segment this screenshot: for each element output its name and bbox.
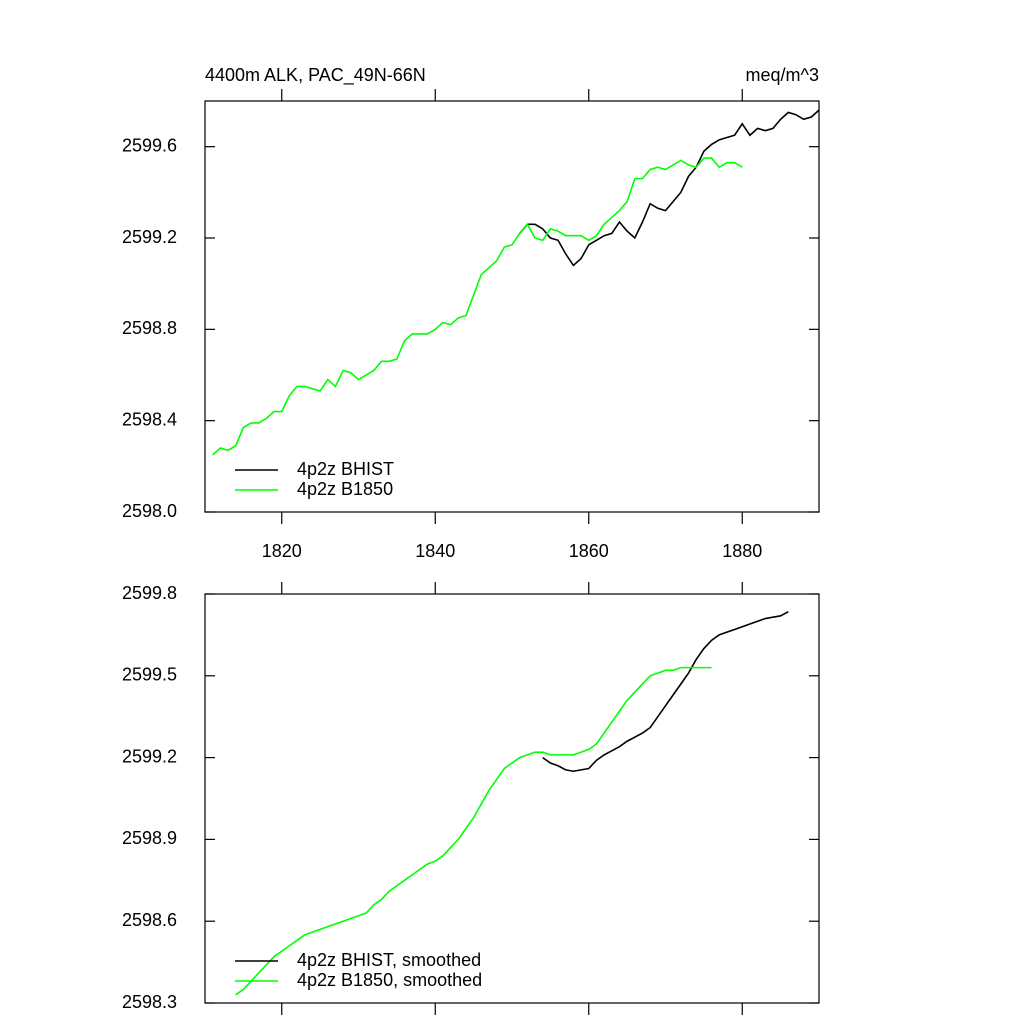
x-tick-label: 1880 [722, 541, 762, 561]
legend-label: 4p2z BHIST [297, 459, 394, 479]
y-tick-label: 2599.6 [122, 135, 177, 155]
y-tick-label: 2598.0 [122, 501, 177, 521]
y-tick-label: 2598.4 [122, 409, 177, 429]
y-tick-label: 2598.8 [122, 318, 177, 338]
x-tick-label: 1860 [569, 541, 609, 561]
chart-title: 4400m ALK, PAC_49N-66N [205, 65, 426, 86]
x-tick-label: 1820 [262, 541, 302, 561]
plot-frame [204, 593, 820, 1004]
data-line [542, 611, 789, 773]
data-line [212, 157, 743, 456]
y-tick-label: 2599.2 [122, 746, 177, 766]
legend-label: 4p2z BHIST, smoothed [297, 950, 481, 970]
units-label: meq/m^3 [746, 65, 819, 85]
y-tick-label: 2598.9 [122, 828, 177, 848]
y-tick-label: 2599.8 [122, 583, 177, 603]
y-tick-label: 2598.6 [122, 910, 177, 930]
x-tick-label: 1840 [415, 541, 455, 561]
legend-label: 4p2z B1850 [297, 479, 393, 499]
y-tick-label: 2599.5 [122, 665, 177, 685]
plot-frame [204, 100, 820, 513]
legend-label: 4p2z B1850, smoothed [297, 970, 482, 990]
y-tick-label: 2599.2 [122, 227, 177, 247]
data-line [235, 666, 712, 996]
y-tick-label: 2598.3 [122, 992, 177, 1012]
data-line [519, 109, 820, 267]
